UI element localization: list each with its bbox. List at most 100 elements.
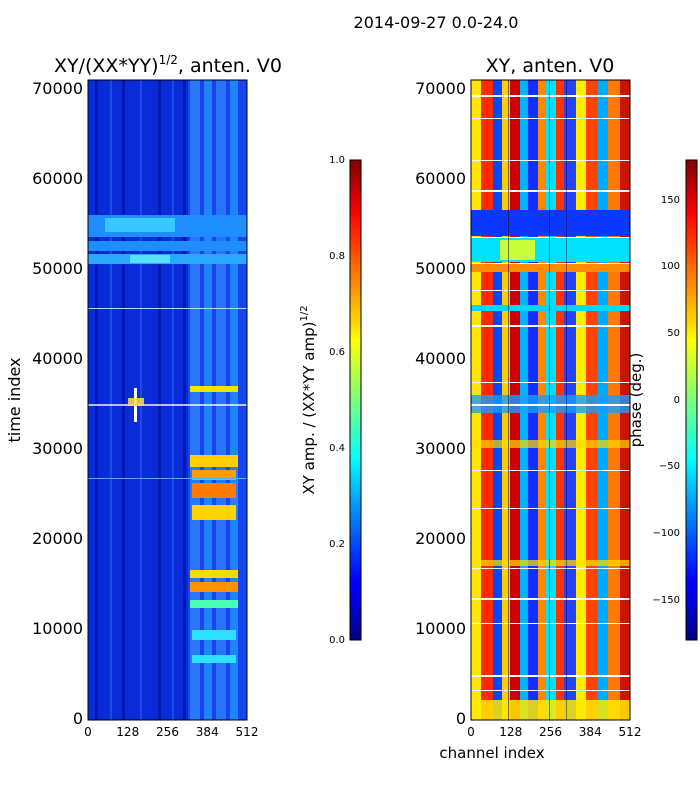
phase-gap-line — [471, 690, 630, 691]
amplitude-feature-band — [88, 241, 247, 251]
phase-y-tick-label: 0 — [456, 709, 466, 728]
amplitude-x-tick-label: 512 — [236, 725, 259, 739]
amplitude-y-tick-label: 10000 — [32, 619, 83, 638]
amplitude-y-ticks: 0 10000 20000 30000 40000 50000 60000 70… — [32, 79, 83, 728]
amplitude-hot-patch — [190, 570, 238, 578]
amplitude-x-ticks: 0 128 256 384 512 — [84, 725, 258, 739]
amplitude-colorbar-tick-label: 1.0 — [329, 155, 345, 166]
phase-y-tick-label: 50000 — [415, 259, 466, 278]
amplitude-row-line — [88, 478, 247, 479]
amplitude-colorbar-tick-label: 0.2 — [329, 539, 345, 550]
amplitude-stripe — [122, 80, 125, 720]
amplitude-colorbar: 0.0 0.2 0.4 0.6 0.8 1.0 XY amp. / (XX*YY… — [299, 155, 362, 646]
phase-gap-line — [471, 237, 630, 238]
amplitude-colorbar-tick-label: 0.8 — [329, 251, 345, 262]
phase-y-tick-label: 40000 — [415, 349, 466, 368]
phase-panel-title: XY, anten. V0 — [486, 55, 615, 77]
amplitude-hot-patch — [192, 505, 236, 520]
phase-gap-line — [471, 325, 630, 327]
amplitude-y-tick-label: 30000 — [32, 439, 83, 458]
amplitude-row-line — [88, 404, 247, 406]
phase-x-tick-label: 0 — [467, 725, 475, 739]
amplitude-panel-frame — [87, 79, 248, 721]
phase-panel-x-axis-label: channel index — [439, 744, 544, 762]
amplitude-stripe — [95, 80, 98, 720]
amplitude-hot-patch — [190, 386, 238, 392]
amplitude-colorbar-ticks: 0.0 0.2 0.4 0.6 0.8 1.0 — [329, 155, 345, 646]
phase-colorbar-tick-label: 0 — [674, 395, 680, 406]
amplitude-x-tick-label: 128 — [116, 725, 139, 739]
amplitude-panel: XY/(XX*YY)1/2, anten. V0 time index — [5, 53, 282, 739]
phase-y-ticks: 0 10000 20000 30000 40000 50000 60000 70… — [415, 79, 466, 728]
phase-colorbar-gradient — [685, 159, 698, 641]
phase-x-tick-label: 512 — [619, 725, 642, 739]
amplitude-panel-title: XY/(XX*YY)1/2, anten. V0 — [54, 53, 282, 77]
amplitude-feature-band — [130, 255, 170, 263]
phase-band — [471, 700, 630, 720]
phase-band — [471, 210, 630, 236]
phase-gap-line — [471, 290, 630, 291]
amplitude-column-highlight — [204, 80, 212, 720]
phase-colorbar-tick-label: −100 — [653, 528, 680, 539]
amplitude-colorbar-tick-label: 0.0 — [329, 635, 345, 646]
amplitude-column-highlight — [190, 80, 200, 720]
phase-gap-line — [471, 118, 630, 119]
amplitude-hot-patch — [190, 455, 238, 467]
phase-y-tick-label: 60000 — [415, 169, 466, 188]
phase-colorbar-tick-label: 150 — [661, 195, 680, 206]
amplitude-x-tick-label: 384 — [196, 725, 219, 739]
amplitude-colorbar-tick-label: 0.4 — [329, 443, 345, 454]
phase-x-tick-label: 128 — [499, 725, 522, 739]
phase-gap-line — [471, 568, 630, 569]
phase-colorbar: −150 −100 −50 0 50 100 150 phase (deg.) — [627, 159, 698, 641]
phase-y-tick-label: 70000 — [415, 79, 466, 98]
phase-band — [471, 264, 630, 272]
phase-band — [471, 238, 630, 262]
amplitude-x-tick-label: 256 — [156, 725, 179, 739]
phase-gap-line — [471, 598, 630, 600]
amplitude-y-tick-label: 60000 — [32, 169, 83, 188]
phase-band — [471, 560, 630, 566]
amplitude-stripe — [110, 80, 112, 720]
amplitude-hot-patch — [190, 600, 238, 608]
phase-colorbar-tick-label: 50 — [667, 328, 680, 339]
amplitude-colorbar-tick-label: 0.6 — [329, 347, 345, 358]
phase-panel: XY, anten. V0 — [415, 55, 641, 762]
phase-gap-line — [471, 95, 630, 97]
amplitude-hot-patch — [190, 582, 238, 592]
amplitude-stripe — [158, 80, 161, 720]
amplitude-hot-patch — [192, 483, 236, 498]
phase-band — [500, 240, 535, 260]
amplitude-feature-band — [105, 218, 175, 232]
phase-y-tick-label: 30000 — [415, 439, 466, 458]
amplitude-hot-patch — [192, 630, 236, 640]
amplitude-panel-y-axis-label: time index — [5, 357, 24, 442]
amplitude-column-highlight — [230, 80, 238, 720]
phase-gap-line — [471, 263, 630, 264]
phase-y-tick-label: 10000 — [415, 619, 466, 638]
amplitude-colorbar-gradient — [349, 159, 362, 641]
amplitude-hot-patch — [192, 655, 236, 663]
phase-gap-line — [471, 675, 630, 677]
phase-channel-marker — [508, 80, 509, 720]
phase-gap-line — [471, 470, 630, 471]
phase-colorbar-label: phase (deg.) — [627, 353, 645, 448]
phase-colorbar-ticks: −150 −100 −50 0 50 100 150 — [653, 195, 680, 606]
phase-colorbar-tick-label: −150 — [653, 595, 680, 606]
amplitude-y-tick-label: 0 — [73, 709, 83, 728]
phase-heatmap — [471, 80, 630, 720]
amplitude-y-tick-label: 40000 — [32, 349, 83, 368]
amplitude-colorbar-label: XY amp. / (XX*YY amp)1/2 — [299, 305, 318, 494]
phase-gap-line — [471, 623, 630, 624]
phase-panel-frame — [470, 79, 631, 721]
phase-x-tick-label: 256 — [539, 725, 562, 739]
amplitude-spike-feature — [128, 398, 144, 406]
phase-channel-marker — [549, 80, 550, 720]
phase-band — [471, 305, 630, 311]
amplitude-x-tick-label: 0 — [84, 725, 92, 739]
phase-gap-line — [471, 190, 630, 192]
figure-suptitle: 2014-09-27 0.0-24.0 — [354, 13, 519, 32]
amplitude-y-tick-label: 20000 — [32, 529, 83, 548]
amplitude-stripe — [183, 80, 186, 720]
